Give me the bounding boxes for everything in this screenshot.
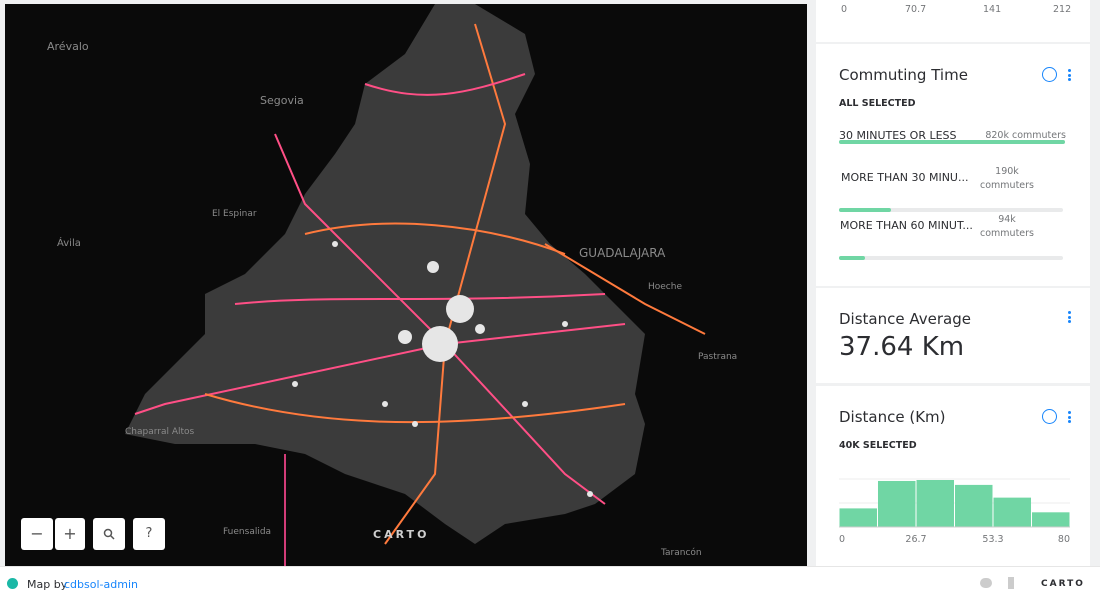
widget-title: Distance Average bbox=[839, 310, 971, 328]
footer-prefix: Map by bbox=[27, 578, 68, 591]
facebook-icon[interactable] bbox=[1008, 577, 1014, 589]
road bbox=[204, 393, 626, 424]
x-tick-label: 26.7 bbox=[905, 534, 926, 545]
category-value: 190k commuters bbox=[980, 166, 1034, 191]
point bbox=[382, 401, 388, 407]
point bbox=[332, 241, 338, 247]
road bbox=[384, 343, 446, 545]
histogram-bar bbox=[916, 480, 954, 527]
category-label: MORE THAN 30 MINU... bbox=[841, 171, 969, 184]
menu-button[interactable] bbox=[1068, 69, 1071, 81]
menu-button[interactable] bbox=[1068, 311, 1071, 323]
histogram-bar bbox=[1032, 512, 1070, 527]
axis-label: 212 bbox=[1053, 4, 1072, 15]
help-button[interactable]: ? bbox=[133, 518, 165, 550]
points bbox=[292, 241, 593, 497]
road bbox=[304, 222, 566, 255]
map-label: Ávila bbox=[57, 236, 81, 249]
histogram: 0 26.7 53.3 80 bbox=[839, 478, 1070, 545]
map-label: Fuensalida bbox=[223, 527, 271, 537]
map-label: Pastrana bbox=[698, 352, 737, 362]
category-bar-track bbox=[839, 208, 1063, 212]
road bbox=[544, 243, 706, 335]
color-button[interactable] bbox=[1042, 409, 1057, 424]
map-label: Hoeche bbox=[648, 282, 682, 292]
point bbox=[587, 491, 593, 497]
menu-button[interactable] bbox=[1068, 411, 1071, 423]
road bbox=[234, 293, 606, 305]
histogram-bar bbox=[839, 508, 877, 527]
axis-label: 70.7 bbox=[905, 4, 927, 15]
histogram-bar bbox=[955, 484, 993, 527]
formula-value: 37.64 Km bbox=[839, 332, 965, 362]
x-tick-label: 80 bbox=[1058, 534, 1070, 545]
search-icon bbox=[103, 528, 115, 540]
brand: CARTO bbox=[1041, 579, 1085, 589]
point bbox=[446, 295, 474, 323]
point bbox=[522, 401, 528, 407]
distance-histogram-widget: Distance (Km) 40K SELECTED 0 26.7 53.3 80 bbox=[816, 386, 1090, 566]
x-tick-label: 0 bbox=[839, 534, 845, 545]
map: Arévalo Segovia El Espinar Ávila GUADALAJARA… bbox=[5, 4, 807, 566]
point bbox=[562, 321, 568, 327]
zoom-in-button[interactable]: + bbox=[55, 518, 85, 550]
histogram-bar bbox=[877, 480, 916, 527]
point bbox=[422, 326, 458, 362]
widget-status: ALL SELECTED bbox=[839, 98, 916, 109]
point bbox=[427, 261, 439, 273]
map-label: El Espinar bbox=[212, 209, 257, 219]
category-label: MORE THAN 60 MINUT... bbox=[840, 219, 973, 232]
point bbox=[292, 381, 298, 387]
map-labels: Arévalo Segovia El Espinar Ávila GUADALAJARA… bbox=[47, 40, 737, 558]
map-label: Tarancón bbox=[660, 547, 702, 558]
road bbox=[274, 133, 446, 345]
map-label: Arévalo bbox=[47, 40, 89, 53]
footer: Map by cdbsol-admin CARTO bbox=[0, 566, 1100, 601]
point bbox=[398, 330, 412, 344]
region bbox=[125, 4, 645, 544]
road bbox=[364, 73, 526, 96]
axis-label: 141 bbox=[983, 4, 1002, 15]
map-attribution: CARTO bbox=[373, 528, 429, 541]
category-bar bbox=[839, 256, 865, 260]
point bbox=[412, 421, 418, 427]
road bbox=[134, 343, 446, 415]
category-bar bbox=[839, 208, 891, 212]
twitter-icon[interactable] bbox=[980, 578, 992, 588]
widget-title: Distance (Km) bbox=[839, 408, 946, 426]
commuting-time-widget: Commuting Time ALL SELECTED 30 MINUTES O… bbox=[816, 44, 1090, 286]
axis-label: 0 bbox=[841, 4, 848, 15]
distance-average-widget: Distance Average 37.64 Km bbox=[816, 288, 1090, 383]
map-label: GUADALAJARA bbox=[579, 246, 666, 260]
category-value: 94k commuters bbox=[980, 214, 1034, 239]
color-button[interactable] bbox=[1042, 67, 1057, 82]
road bbox=[444, 323, 626, 345]
carto-logo bbox=[7, 578, 18, 589]
point bbox=[475, 324, 485, 334]
zoom-out-button[interactable]: − bbox=[21, 518, 53, 550]
road bbox=[444, 23, 507, 345]
user-link[interactable]: cdbsol-admin bbox=[64, 578, 138, 591]
x-tick-label: 53.3 bbox=[982, 534, 1003, 545]
widget-status: 40K SELECTED bbox=[839, 440, 917, 451]
top-widget: 0 70.7 141 212 bbox=[816, 0, 1090, 42]
widget-title: Commuting Time bbox=[839, 66, 968, 84]
category-bar-track bbox=[839, 256, 1063, 260]
category-value: 820k commuters bbox=[985, 130, 1066, 141]
map-label: Chaparral Altos bbox=[125, 427, 195, 437]
category-label: 30 MINUTES OR LESS bbox=[839, 129, 957, 142]
category-bar bbox=[839, 140, 1065, 144]
search-button[interactable] bbox=[93, 518, 125, 550]
histogram-bar bbox=[993, 497, 1032, 527]
map-label: Segovia bbox=[260, 94, 304, 107]
